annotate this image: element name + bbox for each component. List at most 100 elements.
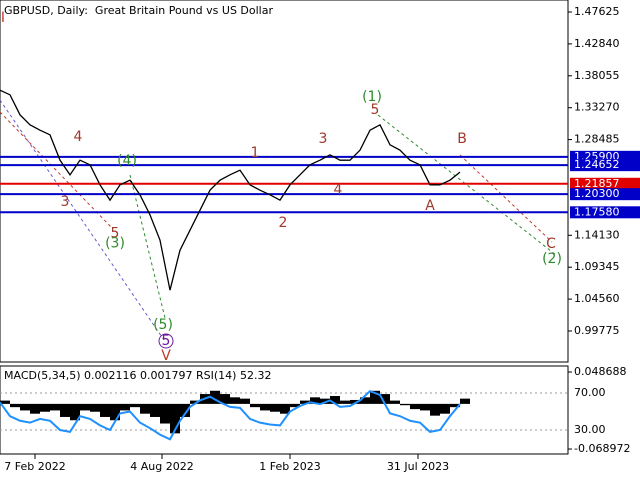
- wave-label: 2: [279, 215, 288, 231]
- macd-bar: [350, 399, 360, 404]
- macd-bar: [400, 403, 410, 406]
- macd-bar: [0, 400, 10, 404]
- chart-title: GBPUSD, Daily: Great Britain Pound vs US…: [4, 4, 273, 17]
- y-tick-label: 1.33270: [574, 101, 620, 114]
- macd-bar: [120, 403, 130, 411]
- y-tick-label: 1.38055: [574, 69, 620, 82]
- level-label-box: [570, 177, 640, 190]
- x-tick-label: 1 Feb 2023: [259, 460, 320, 473]
- macd-bar: [90, 403, 100, 412]
- wave-label: (3): [105, 236, 125, 252]
- wave-label: (5): [153, 317, 173, 333]
- price-line: [0, 89, 461, 291]
- wave-label: 4: [334, 182, 343, 198]
- y2-tick-label: -0.068972: [574, 442, 630, 455]
- wave-label: V: [161, 348, 171, 364]
- macd-bar: [70, 403, 80, 421]
- level-label: 1.20300: [574, 187, 620, 200]
- wave-label: (1): [362, 89, 382, 105]
- wave-line: [0, 99, 165, 341]
- wave-label: 3: [319, 131, 328, 147]
- wave-label: 3: [61, 194, 70, 210]
- macd-bar: [330, 396, 340, 404]
- macd-bar: [10, 403, 20, 408]
- macd-bar: [220, 394, 230, 404]
- y-tick-label: 70.00: [574, 386, 606, 399]
- macd-bar: [340, 400, 350, 404]
- macd-bar: [140, 403, 150, 414]
- macd-bar: [440, 403, 450, 414]
- wave-line: [0, 111, 113, 229]
- y-tick-label: 1.04560: [574, 292, 620, 305]
- wave-label: (2): [542, 251, 562, 267]
- macd-bar: [60, 403, 70, 417]
- macd-bar: [310, 397, 320, 404]
- macd-bar: [180, 403, 190, 417]
- wave-label: B: [457, 131, 467, 147]
- macd-bar: [390, 400, 400, 404]
- level-label: 1.21857: [574, 177, 620, 190]
- macd-bar: [410, 403, 420, 410]
- macd-bar: [280, 403, 290, 414]
- macd-bar: [380, 394, 390, 404]
- wave-label: I: [1, 10, 5, 26]
- wave-label: 4: [74, 129, 83, 145]
- x-tick-label: 7 Feb 2022: [4, 460, 65, 473]
- y2-tick-label: 0.048688: [574, 365, 627, 378]
- macd-bar: [290, 403, 300, 408]
- macd-bar: [20, 403, 30, 411]
- wave-label: C: [546, 236, 556, 252]
- macd-bar: [300, 400, 310, 404]
- wave-label: A: [425, 198, 435, 214]
- macd-bar: [450, 403, 460, 408]
- wave-label: 5: [162, 333, 171, 349]
- macd-bar: [50, 403, 60, 411]
- macd-bar: [230, 397, 240, 404]
- macd-bar: [190, 400, 200, 404]
- level-label-box: [570, 206, 640, 219]
- wave-label: 5: [371, 102, 380, 118]
- level-label-box: [570, 159, 640, 172]
- macd-bar: [420, 403, 430, 411]
- indicator-frame: [0, 365, 569, 455]
- macd-bar: [240, 398, 250, 404]
- price-frame: [0, 0, 569, 363]
- macd-bar: [270, 403, 280, 412]
- macd-bar: [130, 403, 140, 408]
- macd-bar: [460, 398, 470, 404]
- indicator-title: MACD(5,34,5) 0.002116 0.001797 RSI(14) 5…: [4, 369, 271, 382]
- wave-circle: [158, 333, 174, 349]
- wave-line: [377, 114, 557, 256]
- x-tick-label: 31 Jul 2023: [387, 460, 449, 473]
- rsi-line: [0, 390, 461, 441]
- y-tick-label: 1.14130: [574, 228, 620, 241]
- macd-bar: [150, 403, 160, 417]
- macd-bar: [210, 390, 220, 404]
- macd-bar: [30, 403, 40, 414]
- level-label-box: [570, 188, 640, 201]
- wave-line: [129, 174, 166, 319]
- y-tick-label: 30.00: [574, 423, 606, 436]
- macd-bar: [100, 403, 110, 417]
- wave-line: [459, 154, 553, 243]
- y-tick-label: 0.99775: [574, 324, 620, 337]
- wave-label: (4): [117, 153, 137, 169]
- y-tick-label: 1.47625: [574, 5, 620, 18]
- level-label: 1.17580: [574, 205, 620, 218]
- x-tick-label: 4 Aug 2022: [130, 460, 193, 473]
- wave-label: 5: [111, 226, 120, 242]
- macd-bar: [370, 390, 380, 404]
- wave-label: 1: [251, 145, 260, 161]
- macd-bar: [40, 403, 50, 412]
- y-tick-label: 1.09345: [574, 260, 620, 273]
- macd-bar: [250, 403, 260, 408]
- level-label: 1.24652: [574, 158, 620, 171]
- macd-bar: [110, 403, 120, 421]
- y-tick-label: 1.42840: [574, 37, 620, 50]
- macd-bar: [160, 403, 170, 424]
- macd-bar: [360, 397, 370, 404]
- macd-bar: [170, 403, 180, 434]
- y-tick-label: 1.28485: [574, 133, 620, 146]
- macd-bar: [430, 403, 440, 416]
